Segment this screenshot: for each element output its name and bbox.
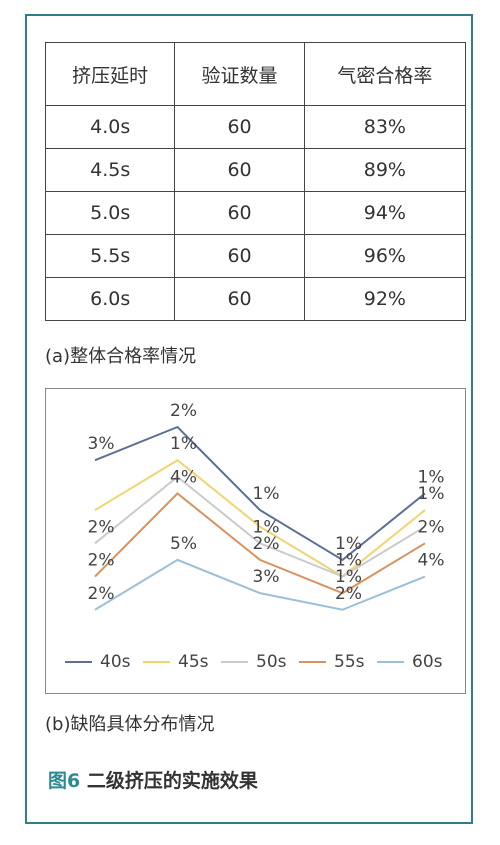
data-label: 1%	[418, 467, 445, 487]
table-cell: 96%	[303, 234, 467, 278]
data-label: 1%	[170, 434, 197, 454]
table-cell: 89%	[303, 148, 467, 192]
data-label: 2%	[88, 517, 115, 537]
legend-label: 55s	[334, 652, 365, 672]
table-cell: 92%	[303, 277, 467, 321]
data-label: 2%	[88, 551, 115, 571]
series-line	[94, 459, 426, 578]
series-line	[94, 492, 426, 595]
data-label: 2%	[170, 401, 197, 421]
table-cell: 60	[174, 148, 305, 192]
frame	[25, 14, 473, 824]
figure-caption: 图6 二级挤压的实施效果	[48, 766, 258, 793]
table-cell: 60	[174, 191, 305, 235]
header-cell: 气密合格率	[303, 42, 467, 106]
table-row: 5.0s 60 94%	[44, 191, 467, 235]
data-label: 2%	[335, 584, 362, 604]
table: 挤压延时 验证数量 气密合格率 4.0s 60 83% 4.5s 60 89% 5.0s 60…	[44, 42, 467, 321]
table-row: 6.0s 60 92%	[44, 277, 467, 321]
data-label: 4%	[418, 551, 445, 571]
data-label: 5%	[170, 534, 197, 554]
data-label: 1%	[253, 484, 280, 504]
series-line	[94, 475, 426, 578]
table-cell: 4.5s	[44, 148, 176, 192]
data-label: 1%	[335, 551, 362, 571]
data-label: 4%	[170, 467, 197, 487]
legend-label: 50s	[256, 652, 287, 672]
data-label: 3%	[88, 434, 115, 454]
table-cell: 4.0s	[44, 105, 176, 149]
table-row: 4.0s 60 83%	[44, 105, 467, 149]
header-row: 挤压延时 验证数量 气密合格率	[44, 42, 467, 106]
table-cell: 6.0s	[44, 277, 176, 321]
table-cell: 5.5s	[44, 234, 176, 278]
table-cell: 60	[174, 277, 305, 321]
series-line	[94, 558, 426, 611]
table-cell: 94%	[303, 191, 467, 235]
legend-label: 45s	[178, 652, 209, 672]
data-label: 1%	[335, 567, 362, 587]
data-label: 2%	[88, 584, 115, 604]
data-label: 2%	[253, 534, 280, 554]
header-cell: 挤压延时	[44, 42, 176, 106]
data-label: 1%	[335, 534, 362, 554]
table-cell: 5.0s	[44, 191, 176, 235]
figure-title: 二级挤压的实施效果	[86, 770, 258, 792]
chart-border	[45, 388, 466, 694]
table-cell: 83%	[303, 105, 467, 149]
table-row: 5.5s 60 96%	[44, 234, 467, 278]
chart: 3%2%1%1%1%1%1%2% 1%1%2%4%2%1%2%2%5%3%2%4%…	[45, 388, 466, 694]
legend-label: 60s	[412, 652, 443, 672]
data-label: 1%	[253, 517, 280, 537]
series-line	[94, 425, 426, 562]
header-cell: 验证数量	[174, 42, 305, 106]
data-label: 2%	[418, 517, 445, 537]
caption: (b)缺陷具体分布情况	[45, 714, 215, 735]
table-cell: 60	[174, 234, 305, 278]
table-cell: 60	[174, 105, 305, 149]
figure-label: 图6	[48, 770, 81, 792]
data-label: 3%	[253, 567, 280, 587]
legend-label: 40s	[100, 652, 131, 672]
caption: (a)整体合格率情况	[45, 346, 197, 367]
table-row: 4.5s 60 89%	[44, 148, 467, 192]
data-label: 1%	[418, 484, 445, 504]
